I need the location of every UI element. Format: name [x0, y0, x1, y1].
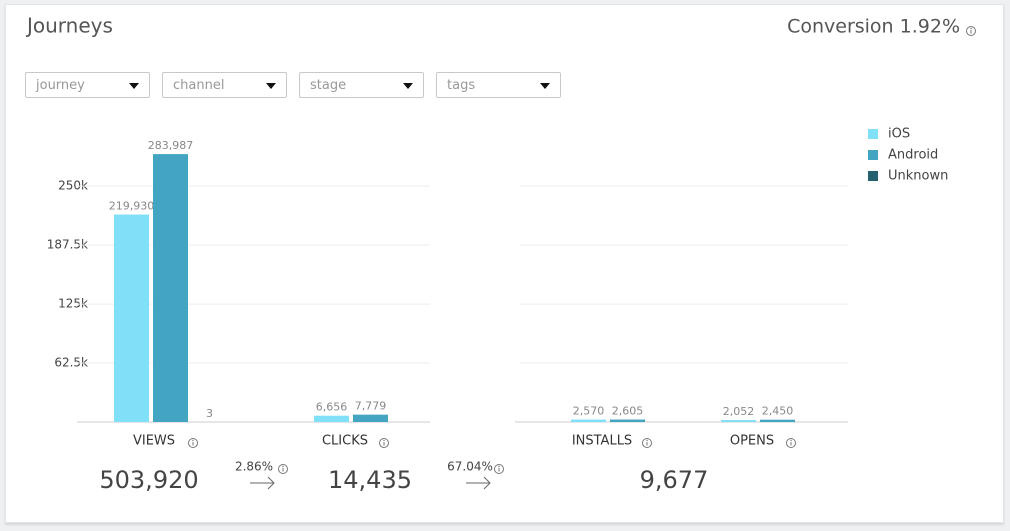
legend-swatch — [868, 150, 878, 160]
info-icon-dot — [498, 465, 500, 468]
total: 9,677 — [640, 466, 709, 494]
bar — [610, 419, 645, 422]
bar — [760, 419, 795, 422]
value-label: 2,052 — [723, 405, 755, 418]
y-tick-label: 125k — [58, 297, 88, 311]
info-icon — [786, 438, 796, 448]
bar — [153, 154, 188, 422]
bar — [314, 415, 349, 422]
tags-filter[interactable]: tags — [436, 72, 561, 98]
info-icon — [278, 464, 288, 474]
info-icon — [966, 26, 976, 36]
total: 503,920 — [99, 466, 198, 494]
x-tick-label: CLICKS — [322, 434, 368, 449]
info-icon — [188, 438, 198, 448]
legend-swatch — [868, 171, 878, 181]
x-tick-label: OPENS — [730, 434, 774, 449]
value-label: 2,450 — [762, 405, 794, 418]
info-icon-dot — [646, 439, 648, 442]
page-title: Journeys — [25, 14, 113, 38]
value-label: 219,930 — [109, 200, 155, 213]
stage-filter[interactable]: stage — [299, 72, 424, 98]
legend-swatch — [868, 129, 878, 139]
info-icon-dot — [282, 465, 284, 468]
total: 14,435 — [328, 466, 412, 494]
bar — [114, 214, 149, 422]
info-icon — [494, 464, 504, 474]
info-icon — [642, 438, 652, 448]
arrow — [466, 476, 491, 490]
value-label: 6,656 — [316, 401, 348, 414]
conversion: Conversion 1.92% — [787, 16, 960, 38]
info-icon-dot — [970, 27, 972, 30]
y-tick-label: 187.5k — [47, 238, 88, 252]
y-tick-label: 62.5k — [54, 356, 88, 370]
rate: 67.04% — [447, 460, 493, 474]
info-icon-dot — [790, 439, 792, 442]
x-tick-label: VIEWS — [133, 434, 175, 449]
legend-label: iOS — [888, 127, 910, 142]
info-icon-dot — [383, 439, 385, 442]
value-label: 2,570 — [573, 405, 605, 418]
value-label: 2,605 — [612, 405, 644, 418]
info-icon — [379, 438, 389, 448]
value-label: 3 — [206, 407, 213, 420]
journey-filter[interactable]: journey — [25, 72, 150, 98]
legend-label: Unknown — [888, 169, 948, 184]
y-tick-label: 250k — [58, 179, 88, 193]
value-label: 7,779 — [355, 400, 387, 413]
bar — [721, 420, 756, 422]
rate: 2.86% — [235, 460, 273, 474]
bar — [571, 419, 606, 422]
legend-label: Android — [888, 148, 938, 163]
info-icon-dot — [192, 439, 194, 442]
value-label: 283,987 — [148, 139, 194, 152]
x-tick-label: INSTALLS — [572, 434, 632, 449]
bar — [353, 414, 388, 422]
channel-filter[interactable]: channel — [162, 72, 287, 98]
arrow — [250, 476, 275, 490]
